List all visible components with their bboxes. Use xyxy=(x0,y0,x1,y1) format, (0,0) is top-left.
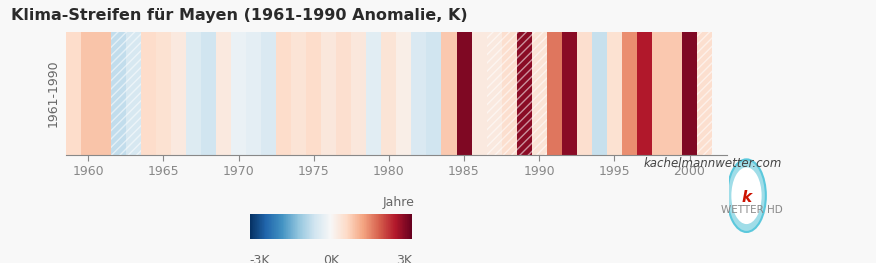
Bar xyxy=(502,32,517,155)
Text: Jahre: Jahre xyxy=(383,196,414,209)
Text: k: k xyxy=(741,190,752,205)
Bar xyxy=(126,32,141,155)
Bar xyxy=(442,32,456,155)
Bar xyxy=(427,32,442,155)
Bar xyxy=(110,32,126,155)
Bar xyxy=(697,32,712,155)
Bar xyxy=(562,32,576,155)
Circle shape xyxy=(727,159,766,232)
Bar xyxy=(366,32,381,155)
Bar xyxy=(412,32,427,155)
Bar xyxy=(456,32,471,155)
Y-axis label: 1961-1990: 1961-1990 xyxy=(47,59,60,127)
Bar xyxy=(697,32,712,155)
Text: kachelmannwetter.com: kachelmannwetter.com xyxy=(644,156,782,170)
Bar xyxy=(66,32,81,155)
Bar xyxy=(592,32,607,155)
Text: -3K: -3K xyxy=(250,254,270,263)
Text: WETTER HD: WETTER HD xyxy=(721,205,782,215)
Bar xyxy=(216,32,231,155)
Bar xyxy=(486,32,502,155)
Bar xyxy=(622,32,637,155)
Bar xyxy=(307,32,321,155)
Bar xyxy=(201,32,216,155)
Bar xyxy=(291,32,307,155)
Bar xyxy=(246,32,261,155)
Bar xyxy=(126,32,141,155)
Bar xyxy=(637,32,652,155)
Bar xyxy=(95,32,110,155)
Bar xyxy=(532,32,547,155)
Bar xyxy=(381,32,396,155)
Bar xyxy=(171,32,186,155)
Bar xyxy=(667,32,682,155)
Bar xyxy=(517,32,532,155)
Text: 3K: 3K xyxy=(396,254,412,263)
Bar xyxy=(336,32,351,155)
Bar xyxy=(351,32,366,155)
Text: 0K: 0K xyxy=(322,254,339,263)
Bar xyxy=(547,32,562,155)
Bar xyxy=(652,32,667,155)
Bar xyxy=(517,32,532,155)
Bar xyxy=(607,32,622,155)
Text: Klima-Streifen für Mayen (1961-1990 Anomalie, K): Klima-Streifen für Mayen (1961-1990 Anom… xyxy=(11,8,468,23)
Circle shape xyxy=(731,167,761,224)
Bar xyxy=(231,32,246,155)
Bar xyxy=(486,32,502,155)
Bar xyxy=(576,32,592,155)
Bar xyxy=(141,32,156,155)
Bar xyxy=(261,32,276,155)
Bar xyxy=(532,32,547,155)
Bar xyxy=(502,32,517,155)
Bar xyxy=(81,32,95,155)
Bar xyxy=(156,32,171,155)
Bar xyxy=(186,32,201,155)
Bar xyxy=(471,32,486,155)
Bar xyxy=(110,32,126,155)
Bar xyxy=(682,32,697,155)
Bar xyxy=(276,32,291,155)
Bar xyxy=(321,32,336,155)
Bar xyxy=(396,32,412,155)
